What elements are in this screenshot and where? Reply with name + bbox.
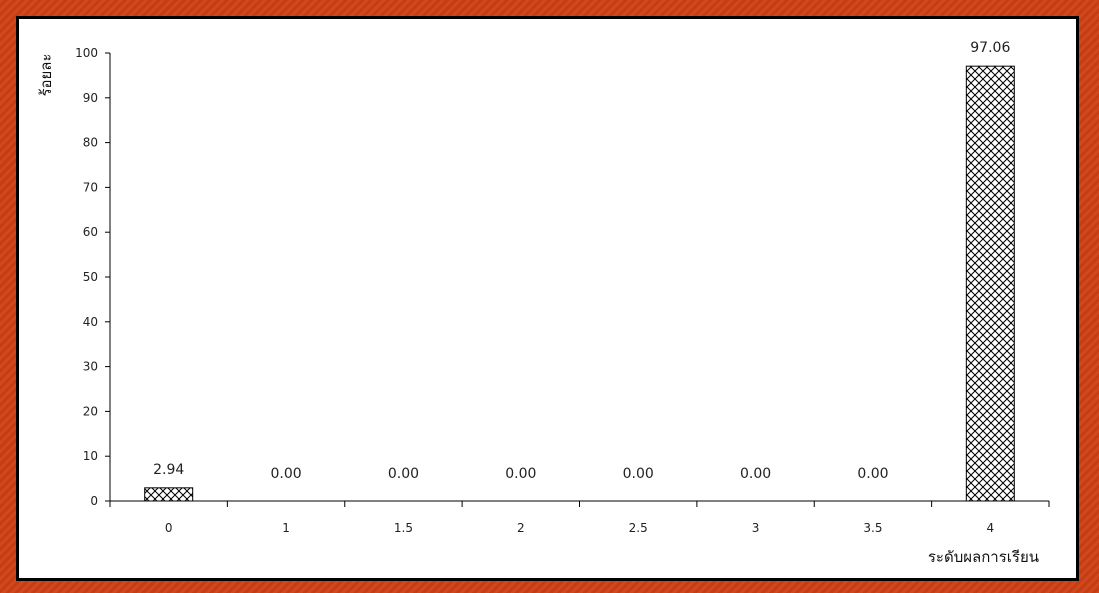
data-label: 97.06 (970, 40, 1010, 56)
x-tick-label: 1 (282, 521, 290, 535)
y-tick-label: 20 (83, 404, 98, 418)
y-tick-label: 0 (90, 494, 98, 508)
bar (144, 487, 194, 502)
y-tick-label: 50 (83, 270, 98, 284)
data-label: 0.00 (623, 466, 654, 482)
x-axis: 0 1 1.5 2 2.5 3 3.5 4 (105, 500, 1050, 535)
data-labels: 2.94 0.00 0.00 0.00 0.00 0.00 0.00 97.06 (153, 40, 1010, 482)
bars (144, 65, 1015, 502)
y-tick-label: 80 (83, 136, 98, 150)
data-label: 0.00 (388, 466, 419, 482)
x-tick-label: 3 (752, 521, 760, 535)
x-tick-label: 0 (165, 521, 173, 535)
bar (965, 65, 1015, 502)
bar-chart: 0 10 20 30 40 50 60 70 80 90 100 0 1 1.5 2 2.5 3 3.5 4 2.… (37, 40, 1050, 566)
chart-frame: 0 10 20 30 40 50 60 70 80 90 100 0 1 1.5 2 2.5 3 3.5 4 2.… (16, 16, 1079, 581)
x-tick-label: 3.5 (863, 521, 882, 535)
x-tick-label: 4 (986, 521, 994, 535)
data-label: 0.00 (505, 466, 536, 482)
y-tick-label: 10 (83, 449, 98, 463)
x-tick-label: 2 (517, 521, 525, 535)
y-tick-label: 60 (83, 225, 98, 239)
y-tick-label: 90 (83, 91, 98, 105)
data-label: 0.00 (270, 466, 301, 482)
x-tick-label: 2.5 (629, 521, 648, 535)
data-label: 0.00 (740, 466, 771, 482)
data-label: 2.94 (153, 462, 184, 478)
y-tick-label: 70 (83, 180, 98, 194)
y-axis-title: ร้อยละ (37, 53, 55, 96)
x-axis-title: ระดับผลการเรียน (928, 548, 1039, 566)
y-axis: 0 10 20 30 40 50 60 70 80 90 100 (75, 46, 111, 508)
y-tick-label: 100 (75, 46, 98, 60)
x-tick-label: 1.5 (394, 521, 413, 535)
y-tick-label: 30 (83, 360, 98, 374)
data-label: 0.00 (857, 466, 888, 482)
y-tick-label: 40 (83, 315, 98, 329)
